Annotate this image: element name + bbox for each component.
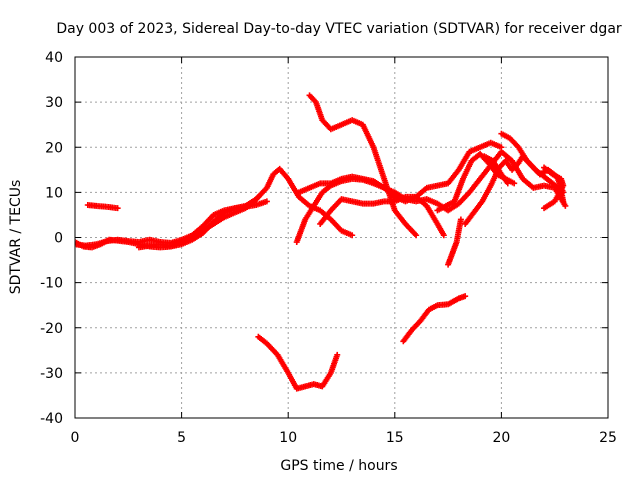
series-s15 (481, 153, 511, 187)
data-point-marker (511, 180, 518, 187)
series-s8 (317, 193, 447, 239)
chart-title: Day 003 of 2023, Sidereal Day-to-day VTE… (56, 21, 622, 37)
data-series-layer (75, 92, 569, 392)
y-tick-label: 0 (54, 231, 63, 247)
series-s13 (462, 153, 567, 227)
data-point-marker (255, 193, 262, 200)
series-s12 (434, 151, 518, 214)
series-s11 (445, 216, 464, 268)
x-tick-label: 20 (492, 430, 510, 446)
data-point-marker (498, 144, 505, 151)
y-tick-label: -10 (40, 276, 63, 292)
data-point-marker (560, 198, 567, 205)
y-tick-label: -20 (40, 321, 63, 337)
data-point-marker (349, 232, 356, 239)
y-axis-label: SDTVAR / TECUs (8, 180, 24, 295)
y-tick-label: 10 (45, 185, 63, 201)
data-point-marker (440, 232, 447, 239)
series-s9 (255, 333, 341, 392)
y-tick-label: -40 (40, 411, 63, 427)
data-point-marker (541, 205, 548, 212)
x-tick-label: 0 (71, 430, 80, 446)
y-tick-label: 30 (45, 95, 63, 111)
data-point-marker (457, 216, 464, 223)
x-axis-label: GPS time / hours (280, 458, 397, 474)
grid-lines (75, 57, 608, 418)
data-point-marker (334, 351, 341, 358)
y-tick-label: 40 (45, 50, 63, 66)
series-s4 (135, 193, 262, 251)
series-s16 (541, 164, 567, 212)
y-tick-label: 20 (45, 140, 63, 156)
data-point-marker (462, 293, 469, 300)
x-axis-ticks: 0 5 10 15 20 25 (71, 57, 617, 446)
data-point-marker (504, 180, 511, 187)
series-s14 (498, 130, 567, 205)
series-s10 (400, 293, 469, 345)
data-point-marker (562, 202, 569, 209)
x-tick-label: 10 (279, 430, 297, 446)
x-tick-label: 15 (386, 430, 404, 446)
y-tick-label: -30 (40, 366, 63, 382)
x-tick-label: 25 (599, 430, 617, 446)
x-tick-label: 5 (177, 430, 186, 446)
y-axis-ticks: 40 30 20 10 0 -10 -20 -30 -40 (40, 50, 608, 427)
data-point-marker (263, 198, 270, 205)
data-point-marker (413, 232, 420, 239)
data-point-marker (114, 205, 121, 212)
series-s2 (84, 202, 121, 212)
